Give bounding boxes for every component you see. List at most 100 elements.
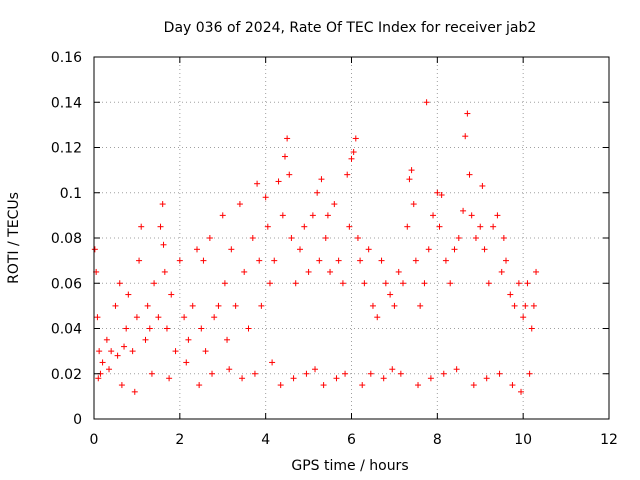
data-point: [224, 336, 231, 343]
data-point: [129, 348, 136, 355]
data-point: [305, 268, 312, 275]
data-point: [172, 348, 179, 355]
data-point: [438, 192, 445, 199]
data-point: [301, 223, 308, 230]
data-point: [249, 235, 256, 241]
data-point: [236, 201, 243, 208]
data-point: [397, 370, 404, 377]
data-point: [421, 280, 428, 287]
data-point: [354, 235, 361, 241]
data-point: [221, 280, 228, 287]
data-point: [322, 235, 329, 241]
data-point: [211, 314, 218, 321]
data-point: [277, 382, 284, 389]
data-point: [378, 257, 385, 264]
data-point: [369, 302, 376, 309]
data-point: [189, 302, 196, 309]
data-point: [133, 314, 140, 321]
data-point: [331, 201, 338, 208]
data-point: [485, 280, 492, 287]
data-point: [333, 375, 340, 382]
data-point: [389, 366, 396, 373]
data-point: [290, 375, 297, 382]
y-axis-label: ROTI / TECUs: [6, 192, 22, 284]
data-point: [406, 176, 413, 183]
x-tick-label: 0: [90, 432, 99, 448]
data-point: [417, 302, 424, 309]
data-point: [108, 348, 115, 355]
data-point: [509, 382, 516, 389]
data-point: [361, 280, 368, 287]
data-point: [423, 99, 430, 106]
data-point: [500, 235, 507, 241]
data-point: [269, 359, 276, 366]
data-point: [342, 370, 349, 377]
data-point: [339, 280, 346, 287]
data-point: [314, 189, 321, 196]
data-point: [400, 280, 406, 287]
data-point: [316, 257, 323, 264]
data-point: [118, 382, 125, 389]
data-point: [352, 135, 359, 142]
y-tick-label: 0.06: [51, 276, 82, 292]
data-point: [275, 178, 282, 185]
data-point: [453, 366, 460, 373]
data-point: [520, 314, 527, 321]
data-point: [254, 180, 261, 187]
data-point: [425, 246, 432, 253]
data-point: [312, 366, 319, 373]
data-point: [526, 370, 533, 377]
data-point: [232, 302, 239, 309]
data-point: [324, 212, 331, 219]
data-point: [518, 388, 525, 395]
data-point: [395, 268, 402, 275]
x-axis-label: GPS time / hours: [291, 458, 408, 474]
data-point: [185, 336, 192, 343]
data-point: [472, 235, 479, 241]
data-point: [271, 257, 278, 264]
data-point: [309, 212, 316, 219]
data-point: [436, 223, 443, 230]
data-point: [357, 257, 364, 264]
data-point: [114, 352, 121, 359]
data-point: [262, 194, 269, 201]
x-tick-label: 4: [261, 432, 270, 448]
y-tick-label: 0: [73, 412, 82, 428]
data-point: [412, 257, 419, 264]
x-tick-label: 2: [175, 432, 184, 448]
y-tick-label: 0.16: [51, 50, 82, 66]
data-point: [176, 257, 183, 264]
data-point: [530, 302, 537, 309]
data-point: [511, 302, 518, 309]
data-point: [470, 382, 477, 389]
data-point: [245, 325, 252, 332]
data-point: [163, 325, 170, 332]
data-point: [455, 235, 462, 241]
data-point: [410, 201, 417, 208]
data-point: [451, 246, 458, 253]
data-point: [335, 257, 342, 264]
x-tick-label: 10: [514, 432, 532, 448]
data-points: [91, 99, 540, 395]
data-point: [490, 223, 497, 230]
data-point: [468, 212, 475, 219]
axis-ticks: [93, 56, 610, 420]
data-point: [157, 223, 164, 230]
data-point: [346, 223, 353, 230]
data-point: [239, 375, 246, 382]
data-point: [496, 370, 503, 377]
data-point: [228, 246, 235, 253]
y-tick-label: 0.1: [60, 186, 82, 202]
data-point: [266, 280, 273, 287]
data-point: [264, 223, 271, 230]
data-point: [103, 336, 110, 343]
grid-lines: [94, 57, 609, 419]
data-point: [198, 325, 205, 332]
data-point: [99, 359, 106, 366]
data-point: [427, 375, 434, 382]
data-point: [367, 370, 374, 377]
data-point: [292, 280, 299, 287]
data-point: [303, 370, 310, 377]
data-point: [462, 133, 469, 140]
data-point: [327, 268, 334, 275]
